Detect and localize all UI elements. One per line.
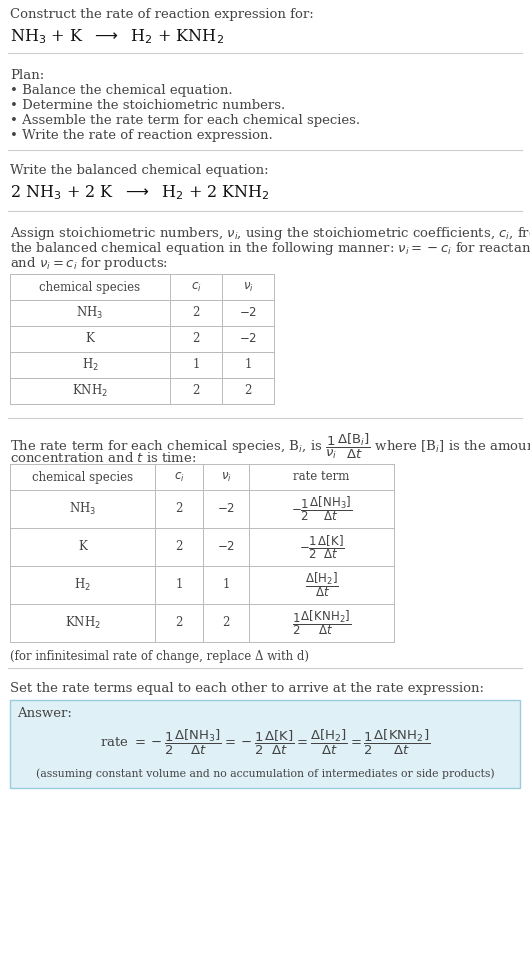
Text: H$_2$: H$_2$	[74, 577, 91, 593]
Text: 2: 2	[192, 385, 200, 397]
Text: 1: 1	[244, 358, 252, 372]
Text: 2: 2	[175, 617, 183, 630]
Text: 2: 2	[222, 617, 229, 630]
Text: 2: 2	[192, 306, 200, 319]
Text: NH$_3$ + K  $\longrightarrow$  H$_2$ + KNH$_2$: NH$_3$ + K $\longrightarrow$ H$_2$ + KNH…	[10, 27, 224, 46]
Text: the balanced chemical equation in the following manner: $\nu_i = -c_i$ for react: the balanced chemical equation in the fo…	[10, 240, 530, 257]
Text: KNH$_2$: KNH$_2$	[72, 383, 108, 399]
Text: K: K	[85, 333, 94, 346]
Text: NH$_3$: NH$_3$	[76, 305, 103, 321]
Text: Construct the rate of reaction expression for:: Construct the rate of reaction expressio…	[10, 8, 314, 21]
Text: 2 NH$_3$ + 2 K  $\longrightarrow$  H$_2$ + 2 KNH$_2$: 2 NH$_3$ + 2 K $\longrightarrow$ H$_2$ +…	[10, 183, 270, 202]
Text: NH$_3$: NH$_3$	[69, 501, 96, 517]
Text: Plan:: Plan:	[10, 69, 44, 82]
Text: rate term: rate term	[293, 470, 350, 483]
Text: • Balance the chemical equation.: • Balance the chemical equation.	[10, 84, 233, 97]
Text: and $\nu_i = c_i$ for products:: and $\nu_i = c_i$ for products:	[10, 255, 168, 272]
Bar	[10, 274, 274, 404]
Text: The rate term for each chemical species, B$_i$, is $\dfrac{1}{\nu_i}\dfrac{\Delt: The rate term for each chemical species,…	[10, 432, 530, 462]
Text: Set the rate terms equal to each other to arrive at the rate expression:: Set the rate terms equal to each other t…	[10, 682, 484, 695]
Text: $\dfrac{\Delta[\mathrm{H_2}]}{\Delta t}$: $\dfrac{\Delta[\mathrm{H_2}]}{\Delta t}$	[305, 571, 338, 599]
Text: 1: 1	[175, 579, 183, 591]
Text: $c_i$: $c_i$	[191, 280, 201, 294]
FancyBboxPatch shape	[10, 700, 520, 788]
Text: (for infinitesimal rate of change, replace Δ with d): (for infinitesimal rate of change, repla…	[10, 650, 309, 663]
Text: 2: 2	[175, 503, 183, 515]
Text: $-2$: $-2$	[239, 333, 257, 346]
Text: $c_i$: $c_i$	[174, 470, 184, 483]
Text: $\nu_i$: $\nu_i$	[243, 280, 253, 294]
Text: Write the balanced chemical equation:: Write the balanced chemical equation:	[10, 164, 269, 177]
Text: 2: 2	[175, 541, 183, 553]
Text: Answer:: Answer:	[17, 707, 72, 720]
Text: • Assemble the rate term for each chemical species.: • Assemble the rate term for each chemic…	[10, 114, 360, 127]
Text: $-2$: $-2$	[217, 503, 235, 515]
Text: chemical species: chemical species	[39, 280, 140, 294]
Text: $-\dfrac{1}{2}\dfrac{\Delta[\mathrm{NH_3}]}{\Delta t}$: $-\dfrac{1}{2}\dfrac{\Delta[\mathrm{NH_3…	[291, 495, 352, 523]
Text: K: K	[78, 541, 87, 553]
Text: rate $= -\dfrac{1}{2}\dfrac{\Delta[\mathrm{NH_3}]}{\Delta t} = -\dfrac{1}{2}\dfr: rate $= -\dfrac{1}{2}\dfrac{\Delta[\math…	[100, 727, 430, 756]
Text: $-2$: $-2$	[239, 306, 257, 319]
Text: $-2$: $-2$	[217, 541, 235, 553]
Text: Assign stoichiometric numbers, $\nu_i$, using the stoichiometric coefficients, $: Assign stoichiometric numbers, $\nu_i$, …	[10, 225, 530, 242]
Text: 1: 1	[222, 579, 229, 591]
Text: (assuming constant volume and no accumulation of intermediates or side products): (assuming constant volume and no accumul…	[36, 768, 494, 779]
Bar	[10, 464, 394, 642]
Text: chemical species: chemical species	[32, 470, 133, 483]
Text: concentration and $t$ is time:: concentration and $t$ is time:	[10, 451, 197, 465]
Text: $-\dfrac{1}{2}\dfrac{\Delta[\mathrm{K}]}{\Delta t}$: $-\dfrac{1}{2}\dfrac{\Delta[\mathrm{K}]}…	[298, 533, 344, 561]
Text: $\nu_i$: $\nu_i$	[220, 470, 232, 483]
Text: 2: 2	[244, 385, 252, 397]
Text: KNH$_2$: KNH$_2$	[65, 615, 100, 631]
Text: 2: 2	[192, 333, 200, 346]
Text: 1: 1	[192, 358, 200, 372]
Text: H$_2$: H$_2$	[82, 357, 99, 373]
Text: $\dfrac{1}{2}\dfrac{\Delta[\mathrm{KNH_2}]}{\Delta t}$: $\dfrac{1}{2}\dfrac{\Delta[\mathrm{KNH_2…	[292, 609, 351, 637]
Text: • Write the rate of reaction expression.: • Write the rate of reaction expression.	[10, 129, 273, 142]
Text: • Determine the stoichiometric numbers.: • Determine the stoichiometric numbers.	[10, 99, 285, 112]
